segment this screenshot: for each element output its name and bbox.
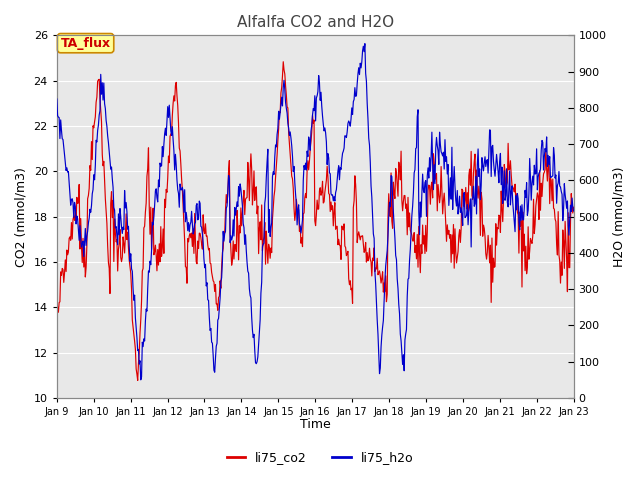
Text: TA_flux: TA_flux	[61, 36, 111, 49]
Y-axis label: CO2 (mmol/m3): CO2 (mmol/m3)	[15, 167, 28, 266]
Title: Alfalfa CO2 and H2O: Alfalfa CO2 and H2O	[237, 15, 394, 30]
X-axis label: Time: Time	[300, 419, 331, 432]
Y-axis label: H2O (mmol/m3): H2O (mmol/m3)	[612, 167, 625, 267]
Legend: li75_co2, li75_h2o: li75_co2, li75_h2o	[221, 446, 419, 469]
